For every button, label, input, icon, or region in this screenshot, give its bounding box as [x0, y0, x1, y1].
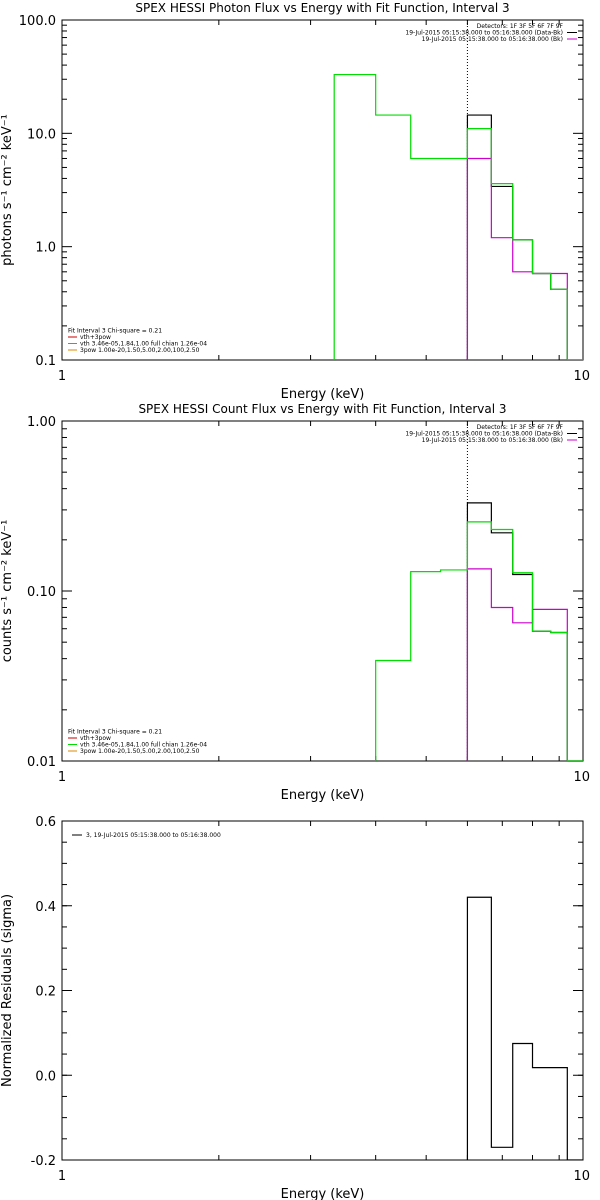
y-tick-label: 0.0 [35, 1069, 56, 1084]
y-tick-label: 0.1 [35, 354, 56, 369]
panel-1: SPEX HESSI Photon Flux vs Energy with Fi… [0, 1, 590, 402]
x-axis-label: Energy (keV) [281, 788, 365, 803]
x-axis-label: Energy (keV) [281, 1187, 365, 1200]
y-tick-label: -0.2 [31, 1154, 56, 1169]
x-axis-label: Energy (keV) [281, 387, 365, 402]
legend-bottom-entry: vth 3.46e-05,1.84,1.00 full chian 1.26e-… [80, 341, 207, 348]
y-axis-label: counts s⁻¹ cm⁻² keV⁻¹ [0, 520, 15, 663]
legend-top-entry: 19-Jul-2015 05:15:38.000 to 05:16:38.000… [422, 36, 563, 43]
series-2-line [466, 568, 583, 761]
x-tick-label: 1 [58, 369, 66, 384]
y-tick-label: 0.6 [35, 815, 56, 830]
legend-top-entry: 19-Jul-2015 05:15:38.000 to 05:16:38.000… [422, 437, 563, 444]
legend-bottom-entry: Fit Interval 3 Chi-square = 0.21 [68, 729, 162, 736]
x-tick-label: 10 [573, 369, 590, 384]
legend-bottom-entry: vth+3pow [80, 735, 111, 742]
series-3-line [375, 521, 583, 761]
legend-bottom-entry: 3pow 1.00e-20,1.50,5.00,2.00,100,2.50 [80, 347, 200, 354]
legend-bottom-entry: vth 3.46e-05,1.84,1.00 full chian 1.26e-… [80, 742, 207, 749]
legend-top-entry: 19-Jul-2015 05:15:38.000 to 05:16:38.000… [405, 30, 563, 37]
legend-bottom-entry: 3pow 1.00e-20,1.50,5.00,2.00,100,2.50 [80, 748, 200, 755]
series-2-line [466, 157, 583, 360]
y-axis-label: photons s⁻¹ cm⁻² keV⁻¹ [0, 114, 15, 266]
plot-frame [61, 19, 584, 361]
legend-bottom-entry: Fit Interval 3 Chi-square = 0.21 [68, 328, 162, 335]
panel-3: Energy (keV) Normalized Residuals (sigma)… [0, 815, 590, 1200]
x-tick-label: 10 [573, 1169, 590, 1184]
chart-title: SPEX HESSI Photon Flux vs Energy with Fi… [135, 1, 509, 15]
y-tick-label: 10.0 [27, 127, 56, 142]
y-tick-label: 1.0 [35, 241, 56, 256]
plot-data [466, 896, 583, 1160]
y-tick-label: 0.4 [35, 900, 56, 915]
legend-top-entry: Detectors: 1F 3F 5F 6F 7F 9F [477, 424, 564, 431]
y-tick-label: 100.0 [19, 14, 56, 29]
y-tick-label: 0.2 [35, 985, 56, 1000]
x-tick-label: 1 [58, 1169, 66, 1184]
x-tick-label: 1 [58, 770, 66, 785]
legend-top-entry: 19-Jul-2015 05:15:38.000 to 05:16:38.000… [405, 431, 563, 438]
plot-data [375, 421, 583, 761]
plot-data [333, 20, 583, 360]
plot-frame [61, 820, 584, 1161]
chart-title: SPEX HESSI Count Flux vs Energy with Fit… [138, 402, 506, 416]
series-1-line [466, 896, 583, 1160]
series-1-line [466, 114, 583, 360]
legend-bottom-entry: vth+3pow [80, 334, 111, 341]
y-axis-label: Normalized Residuals (sigma) [0, 894, 15, 1087]
panel-2: SPEX HESSI Count Flux vs Energy with Fit… [0, 402, 590, 803]
series-3-line [333, 73, 583, 360]
x-tick-label: 10 [573, 770, 590, 785]
legend-top-entry: Detectors: 1F 3F 5F 6F 7F 9F [477, 23, 564, 30]
y-tick-label: 0.01 [27, 755, 56, 770]
legend-entry: 3, 19-Jul-2015 05:15:38.000 to 05:16:38.… [86, 832, 221, 839]
plot-frame [61, 420, 584, 762]
y-tick-label: 0.10 [27, 585, 56, 600]
y-tick-label: 1.00 [27, 415, 56, 430]
